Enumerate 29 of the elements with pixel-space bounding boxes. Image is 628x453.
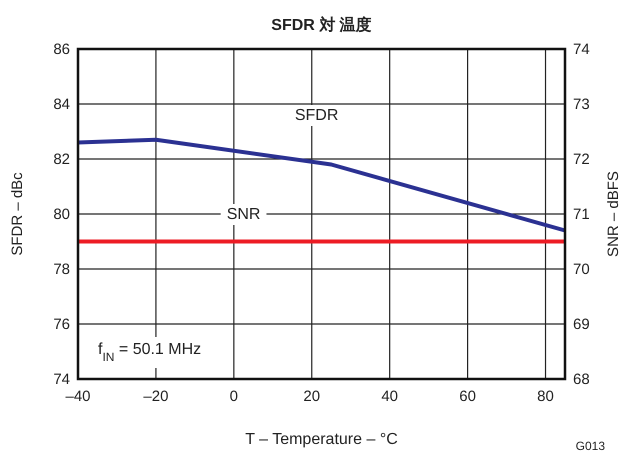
y-tick-label: 80	[53, 206, 70, 223]
x-tick-label: 40	[381, 388, 398, 405]
y-tick-label: 84	[53, 96, 70, 113]
y-axis-title: SFDR – dBc	[9, 172, 26, 256]
y2-tick-label: 72	[573, 151, 590, 168]
series-label: SNR	[226, 206, 260, 223]
x-tick-label: –40	[65, 388, 91, 405]
x-tick-label: –20	[143, 388, 168, 405]
x-tick-label: 20	[303, 388, 320, 405]
y2-tick-label: 68	[573, 371, 590, 388]
annotation: f$_{IN}$ = 50.1 MHz	[98, 341, 202, 364]
y2-axis-title: SNR – dBFS	[605, 171, 622, 257]
y2-tick-label: 70	[573, 261, 590, 278]
y2-tick-label: 74	[573, 41, 590, 58]
y-tick-label: 74	[53, 371, 70, 388]
x-tick-label: 0	[230, 388, 238, 405]
x-tick-label: 80	[537, 388, 554, 405]
chart-title: SFDR 対 温度	[271, 15, 372, 34]
y-tick-label: 76	[53, 316, 70, 333]
y-tick-label: 78	[53, 261, 70, 278]
y-tick-label: 82	[53, 151, 70, 168]
y2-tick-label: 73	[573, 96, 590, 113]
x-tick-label: 60	[459, 388, 476, 405]
y2-tick-label: 71	[573, 206, 590, 223]
y-tick-label: 86	[53, 41, 70, 58]
text: G013	[576, 439, 606, 453]
text: SFDR	[294, 107, 338, 124]
y2-tick-label: 69	[573, 316, 590, 333]
x-axis-title: T – Temperature – °C	[245, 431, 398, 448]
